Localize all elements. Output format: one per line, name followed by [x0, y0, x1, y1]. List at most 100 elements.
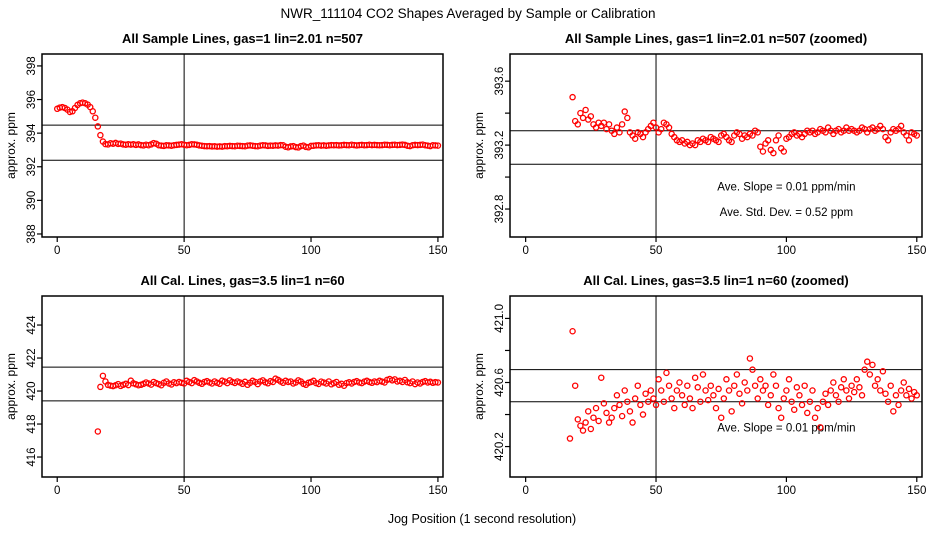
- data-point: [770, 149, 777, 157]
- data-point: [97, 131, 104, 139]
- data-point: [657, 387, 665, 394]
- data-point: [689, 404, 696, 412]
- data-point: [684, 382, 691, 389]
- data-point: [99, 372, 107, 380]
- x-axis-label: Jog Position (1 second resolution): [388, 512, 576, 526]
- data-point: [762, 382, 769, 389]
- data-point: [871, 382, 879, 389]
- data-point: [577, 109, 584, 117]
- data-point: [613, 124, 621, 131]
- data-point: [603, 409, 610, 417]
- data-point: [822, 390, 829, 397]
- plot-frame: [41, 295, 444, 478]
- data-point: [788, 398, 795, 405]
- panel-title: All Sample Lines, gas=1 lin=2.01 n=507: [122, 31, 363, 46]
- data-point: [681, 401, 688, 409]
- y-tick-label: 420.6: [494, 368, 506, 397]
- data-point: [861, 366, 868, 373]
- y-tick-label: 398: [26, 56, 38, 75]
- data-point: [574, 416, 582, 423]
- data-point: [710, 392, 717, 399]
- data-point: [905, 385, 913, 393]
- y-axis-label: approx. ppm: [472, 353, 486, 420]
- data-point: [866, 371, 874, 378]
- x-tick-label: 50: [178, 245, 191, 257]
- data-point: [571, 382, 579, 389]
- data-point: [434, 142, 442, 149]
- data-point: [613, 392, 621, 399]
- data-point: [712, 404, 720, 412]
- y-tick-label: 393.2: [494, 131, 506, 160]
- data-point: [903, 392, 910, 399]
- data-point: [814, 404, 821, 412]
- y-tick-label: 422: [26, 348, 38, 367]
- data-point: [616, 401, 623, 409]
- annotation-text: Ave. Slope = 0.01 ppm/min: [717, 422, 855, 434]
- data-point: [584, 408, 592, 415]
- x-tick-label: 50: [650, 485, 663, 497]
- data-point: [671, 404, 678, 412]
- data-point: [728, 408, 735, 415]
- x-tick-label: 100: [301, 485, 320, 497]
- y-tick-label: 418: [26, 414, 38, 433]
- data-point: [587, 113, 595, 120]
- data-point: [853, 376, 861, 383]
- x-tick-label: 150: [428, 485, 447, 497]
- data-point: [644, 398, 652, 405]
- x-tick-label: 150: [907, 245, 926, 257]
- data-point: [611, 404, 618, 412]
- data-point: [704, 138, 712, 146]
- data-point: [434, 379, 442, 386]
- data-point: [595, 417, 602, 425]
- data-point: [790, 406, 798, 413]
- data-point: [772, 137, 780, 144]
- data-point: [624, 398, 631, 405]
- panel-2: 0 50 100 150 392.8 393.2 393.6 All Sample Lines…: [472, 31, 926, 257]
- data-point: [741, 379, 748, 386]
- data-point: [850, 388, 858, 396]
- x-tick-label: 50: [178, 485, 191, 497]
- data-point: [863, 358, 871, 365]
- data-point: [879, 368, 887, 375]
- data-point: [694, 384, 701, 391]
- y-axis-label: approx. ppm: [472, 112, 486, 179]
- data-point: [819, 398, 827, 405]
- data-point: [757, 143, 764, 150]
- data-point: [749, 132, 756, 139]
- data-point: [733, 371, 741, 378]
- x-tick-label: 0: [54, 485, 60, 497]
- data-point: [605, 419, 613, 426]
- data-point: [835, 398, 842, 405]
- data-point: [624, 114, 631, 122]
- data-point: [697, 398, 704, 405]
- panel-title: All Cal. Lines, gas=3.5 lin=1 n=60 (zoom…: [583, 273, 849, 288]
- data-point: [592, 404, 600, 412]
- data-point: [746, 355, 754, 362]
- data-point: [817, 424, 824, 431]
- data-point: [582, 106, 589, 114]
- x-tick-label: 150: [907, 485, 926, 497]
- data-point: [895, 401, 902, 409]
- data-points: [94, 372, 442, 435]
- data-point: [824, 401, 832, 409]
- y-tick-label: 392.8: [494, 195, 506, 224]
- data-point: [616, 129, 623, 136]
- data-point: [785, 376, 793, 383]
- data-point: [639, 133, 647, 141]
- data-point: [913, 132, 921, 139]
- data-point: [772, 382, 780, 389]
- data-point: [879, 125, 887, 133]
- data-point: [884, 398, 892, 405]
- data-point: [618, 121, 626, 128]
- data-point: [676, 379, 683, 386]
- y-tick-label: 392: [26, 157, 38, 176]
- data-point: [715, 138, 722, 146]
- data-point: [884, 137, 892, 144]
- x-tick-label: 150: [428, 245, 447, 257]
- data-point: [665, 124, 673, 131]
- data-point: [856, 384, 863, 391]
- data-point: [827, 387, 834, 394]
- data-point: [631, 135, 639, 142]
- data-point: [650, 119, 657, 126]
